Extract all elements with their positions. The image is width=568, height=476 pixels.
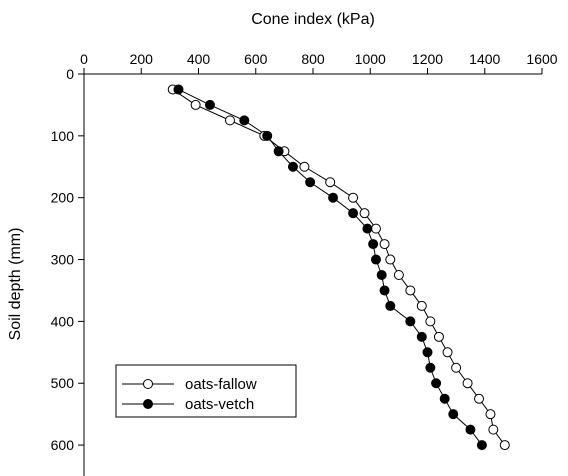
x-tick-label: 600	[244, 51, 268, 67]
x-tick-label: 1000	[355, 51, 386, 67]
series-markers	[167, 84, 510, 451]
data-point-oats-vetch	[379, 285, 390, 296]
data-point-oats-fallow	[325, 177, 336, 188]
data-point-oats-vetch	[362, 223, 373, 234]
y-axis-title: Soil depth (mm)	[7, 228, 24, 341]
data-point-oats-vetch	[262, 130, 273, 141]
x-axis-ticks: 0 200 400 600 800 1000 1200 1400 1600	[80, 51, 558, 74]
data-point-oats-fallow	[359, 208, 370, 219]
data-point-oats-fallow	[474, 393, 485, 404]
data-point-oats-vetch	[370, 254, 381, 265]
x-tick-label: 800	[301, 51, 325, 67]
data-point-oats-vetch	[439, 393, 450, 404]
data-point-oats-vetch	[239, 115, 250, 126]
x-tick-label: 400	[187, 51, 211, 67]
data-point-oats-fallow	[485, 409, 496, 420]
legend-label-oats-vetch: oats-vetch	[185, 396, 254, 413]
data-point-oats-vetch	[287, 161, 298, 172]
data-point-oats-fallow	[379, 239, 390, 250]
data-point-oats-vetch	[376, 270, 387, 280]
data-point-oats-fallow	[433, 331, 444, 342]
data-point-oats-vetch	[476, 440, 487, 451]
data-point-oats-fallow	[393, 270, 404, 280]
data-point-oats-fallow	[425, 316, 436, 327]
data-point-oats-fallow	[299, 161, 310, 172]
data-point-oats-fallow	[451, 362, 462, 373]
data-point-oats-vetch	[273, 146, 284, 157]
data-point-oats-vetch	[305, 177, 316, 188]
y-tick-label: 200	[51, 190, 75, 206]
data-point-oats-vetch	[385, 300, 396, 311]
x-tick-label: 1600	[526, 51, 557, 67]
data-point-oats-vetch	[425, 362, 436, 373]
x-tick-label: 200	[130, 51, 154, 67]
y-tick-label: 100	[51, 128, 75, 144]
legend-marker-oats-vetch	[143, 399, 153, 409]
data-point-oats-vetch	[328, 192, 339, 203]
data-point-oats-vetch	[448, 409, 459, 420]
y-tick-label: 400	[51, 313, 75, 329]
data-point-oats-vetch	[348, 208, 359, 219]
data-point-oats-fallow	[190, 99, 201, 110]
x-axis-title: Cone index (kPa)	[251, 11, 375, 28]
data-point-oats-fallow	[348, 192, 359, 203]
y-tick-label: 300	[51, 252, 75, 268]
data-point-oats-fallow	[416, 300, 427, 311]
data-point-oats-fallow	[462, 378, 473, 389]
x-tick-label: 0	[80, 51, 88, 67]
data-point-oats-fallow	[224, 115, 235, 126]
data-point-oats-vetch	[173, 84, 184, 95]
legend-marker-oats-fallow	[143, 379, 153, 389]
data-point-oats-vetch	[422, 347, 433, 358]
data-point-oats-fallow	[499, 440, 510, 451]
data-point-oats-fallow	[385, 254, 396, 265]
data-point-oats-vetch	[204, 99, 215, 110]
legend: oats-fallow oats-vetch	[115, 364, 297, 418]
data-point-oats-vetch	[368, 239, 379, 250]
y-tick-label: 0	[66, 66, 74, 82]
data-point-oats-vetch	[465, 424, 476, 435]
x-tick-label: 1400	[469, 51, 500, 67]
data-point-oats-fallow	[405, 285, 416, 296]
data-point-oats-fallow	[488, 424, 499, 435]
data-point-oats-fallow	[442, 347, 453, 358]
y-axis-ticks: 0 100 200 300 400 500 600	[51, 66, 84, 453]
data-point-oats-vetch	[416, 331, 427, 342]
x-tick-label: 1200	[412, 51, 443, 67]
data-point-oats-fallow	[370, 223, 381, 234]
y-tick-label: 500	[51, 375, 75, 391]
y-tick-label: 600	[51, 437, 75, 453]
data-point-oats-vetch	[405, 316, 416, 327]
data-point-oats-vetch	[431, 378, 442, 389]
legend-label-oats-fallow: oats-fallow	[185, 376, 257, 393]
